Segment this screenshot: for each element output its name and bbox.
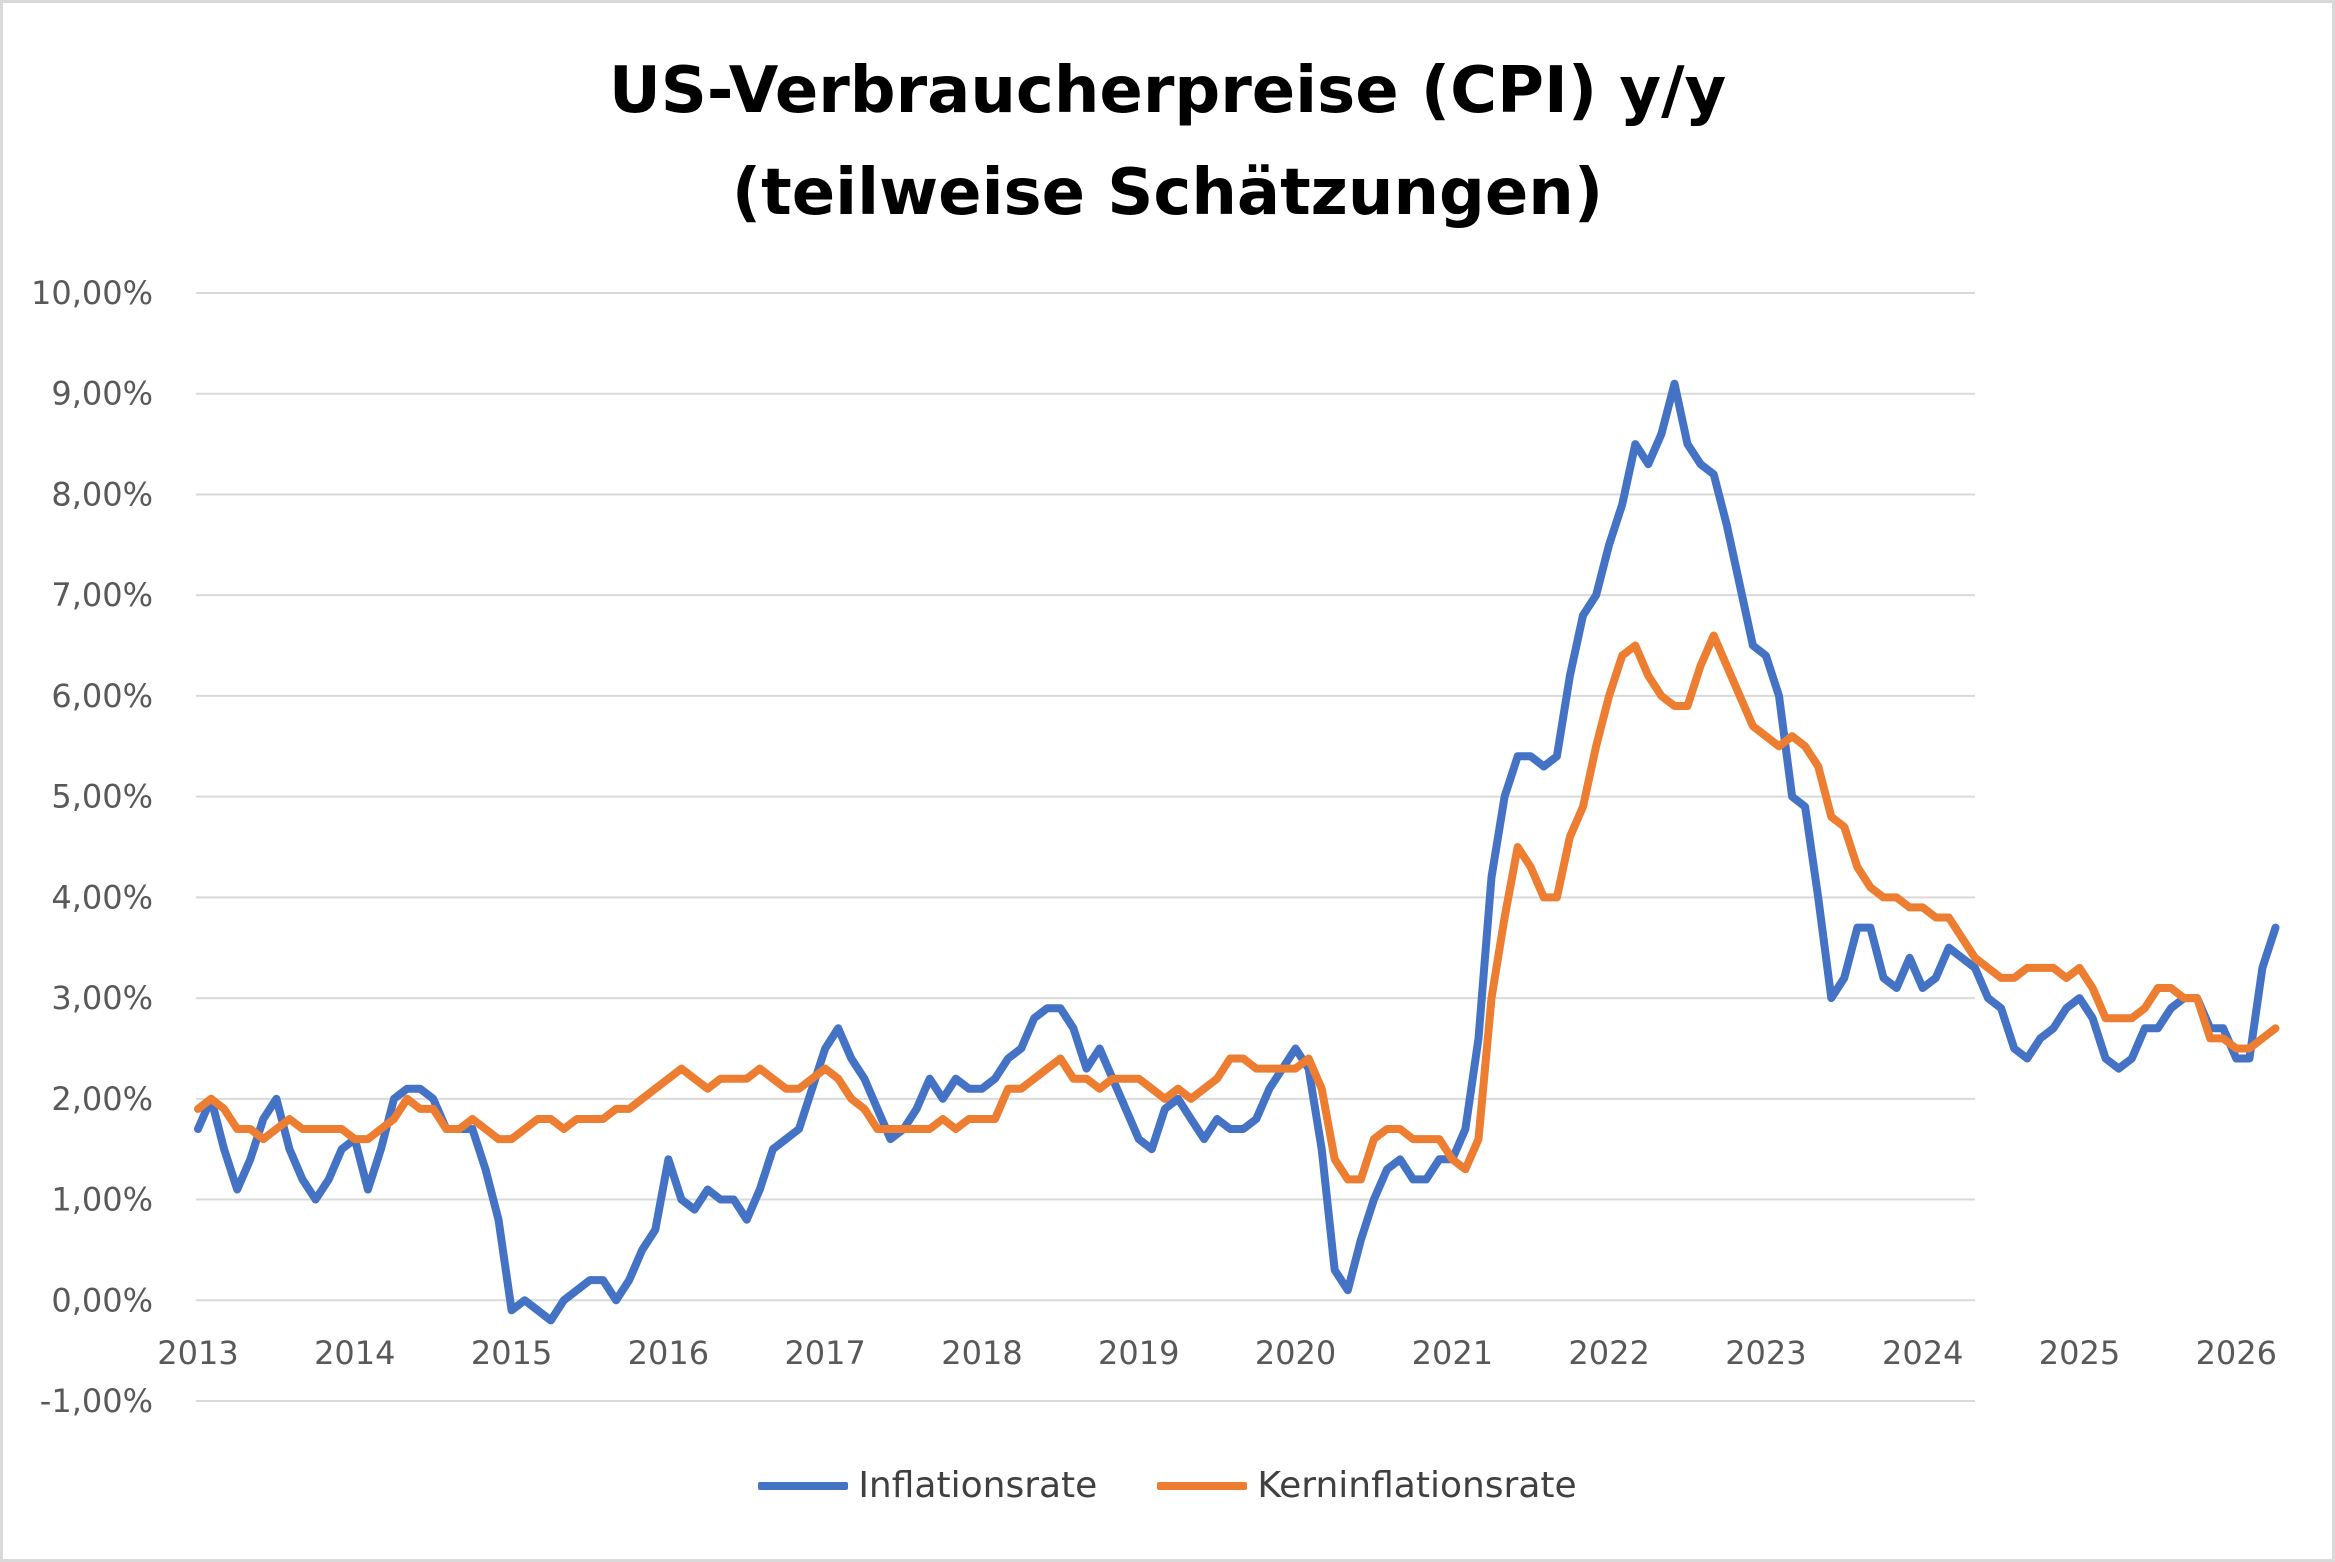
chart-title-line-2: (teilweise Schätzungen) bbox=[731, 156, 1604, 230]
y-tick-label: 9,00% bbox=[51, 375, 153, 413]
legend-item-kerninflationsrate: Kerninflationsrate bbox=[1157, 1465, 1577, 1506]
y-tick-label: 10,00% bbox=[31, 274, 153, 312]
legend-label-kerninflationsrate: Kerninflationsrate bbox=[1257, 1465, 1577, 1506]
y-tick-label: 2,00% bbox=[51, 1080, 153, 1118]
x-tick-label: 2023 bbox=[1725, 1334, 1806, 1372]
series-line-kerninflationsrate bbox=[194, 631, 2280, 1184]
series-lines bbox=[194, 379, 2280, 1325]
y-tick-label: 7,00% bbox=[51, 576, 153, 614]
y-tick-label: 4,00% bbox=[51, 878, 153, 916]
y-tick-label: 6,00% bbox=[51, 677, 153, 715]
y-tick-label: 0,00% bbox=[51, 1281, 153, 1319]
x-axis-tick-labels: 2013 2014 2015 2016 2017 2018 2019 2020 2021 2022… bbox=[157, 1334, 2277, 1372]
x-tick-label: 2019 bbox=[1098, 1334, 1179, 1372]
x-tick-label: 2017 bbox=[784, 1334, 865, 1372]
legend-swatch-kerninflationsrate bbox=[1157, 1481, 1248, 1490]
chart-title-line-1: US-Verbraucherpreise (CPI) y/y bbox=[608, 54, 1727, 128]
x-tick-label: 2025 bbox=[2039, 1334, 2120, 1372]
series-line-inflationsrate bbox=[194, 379, 2280, 1325]
x-tick-label: 2026 bbox=[2196, 1334, 2277, 1372]
y-tick-label: 1,00% bbox=[51, 1181, 153, 1219]
legend: Inflationsrate Kerninflationsrate bbox=[0, 1465, 2335, 1506]
x-tick-label: 2014 bbox=[314, 1334, 395, 1372]
x-tick-label: 2024 bbox=[1882, 1334, 1963, 1372]
legend-item-inflationsrate: Inflationsrate bbox=[758, 1465, 1097, 1506]
legend-label-inflationsrate: Inflationsrate bbox=[858, 1465, 1098, 1506]
x-tick-label: 2021 bbox=[1412, 1334, 1493, 1372]
y-axis-tick-labels: -1,00% 0,00% 1,00% 2,00% 3,00% 4,00% 5,00% 6,00… bbox=[31, 274, 153, 1420]
y-tick-label: -1,00% bbox=[40, 1382, 153, 1420]
x-tick-label: 2015 bbox=[471, 1334, 552, 1372]
x-tick-label: 2016 bbox=[628, 1334, 709, 1372]
y-tick-label: 5,00% bbox=[51, 778, 153, 816]
y-tick-label: 3,00% bbox=[51, 979, 153, 1017]
gridlines bbox=[196, 292, 1975, 1402]
legend-swatch-inflationsrate bbox=[758, 1481, 849, 1490]
chart-title: US-Verbraucherpreise (CPI) y/y (teilweis… bbox=[0, 40, 2335, 244]
x-tick-label: 2013 bbox=[157, 1334, 238, 1372]
x-tick-label: 2020 bbox=[1255, 1334, 1336, 1372]
x-tick-label: 2022 bbox=[1568, 1334, 1649, 1372]
x-tick-label: 2018 bbox=[941, 1334, 1022, 1372]
y-tick-label: 8,00% bbox=[51, 475, 153, 513]
